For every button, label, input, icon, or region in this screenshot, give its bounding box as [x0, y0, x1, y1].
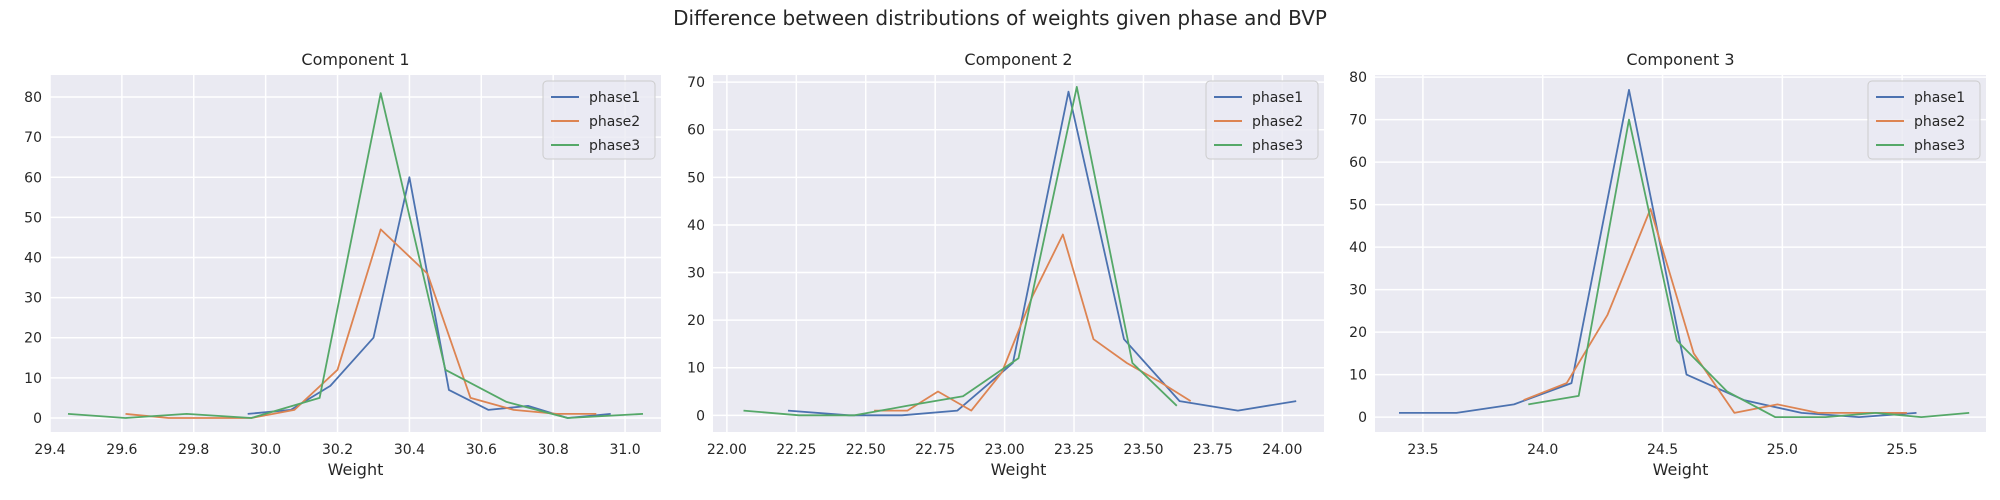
y-tick-label: 80 — [24, 90, 42, 106]
x-tick-label: 24.5 — [1647, 442, 1678, 458]
x-tick-label: 30.2 — [322, 442, 353, 458]
series-line-phase3 — [67, 92, 644, 419]
legend-entry-label: phase2 — [1914, 114, 1965, 130]
chart-panel-1: 29.4 29.6 29.8 30.0 30.2 30.4 30.6 30.8 31.0 0 10 2… — [24, 50, 661, 479]
y-tick-label: 30 — [1349, 283, 1367, 299]
y-tick-label: 30 — [24, 291, 42, 307]
series-line-phase1 — [787, 90, 1297, 417]
legend-entry-label: phase3 — [589, 138, 640, 154]
chart-panel-3: 23.5 24.0 24.5 25.0 25.5 0 10 20 30 40 50 60 70 80 Com… — [1349, 50, 1986, 479]
y-tick-label: 0 — [33, 411, 42, 427]
y-tick-label: 30 — [687, 266, 705, 282]
y-tick-label: 0 — [1358, 410, 1367, 426]
x-tick-label: 24.00 — [1262, 442, 1302, 458]
y-tick-label: 20 — [24, 331, 42, 347]
x-tick-label: 29.6 — [106, 442, 137, 458]
x-tick-label: 22.75 — [915, 442, 955, 458]
y-tick-label: 60 — [1349, 155, 1367, 171]
y-tick-label: 80 — [1349, 70, 1367, 86]
y-tick-label: 10 — [687, 361, 705, 377]
series-line-phase3 — [743, 86, 1178, 417]
legend: phase1 phase2 phase3 — [1867, 80, 1981, 160]
y-tick-label: 40 — [687, 218, 705, 234]
x-tick-label: 23.00 — [985, 442, 1025, 458]
x-tick-label: 24.0 — [1527, 442, 1558, 458]
chart-title: Component 1 — [301, 50, 409, 69]
y-tick-label: 50 — [1349, 198, 1367, 214]
y-tick-label: 60 — [687, 123, 705, 139]
chart-panel-2: 22.00 22.25 22.50 22.75 23.00 23.25 23.50 23.75… — [687, 50, 1324, 479]
y-tick-label: 50 — [687, 170, 705, 186]
y-tick-label: 10 — [24, 371, 42, 387]
x-axis-label: Weight — [991, 460, 1047, 479]
y-tick-label: 50 — [24, 210, 42, 226]
chart-title: Component 3 — [1626, 50, 1734, 69]
series-line-phase3 — [1528, 118, 1970, 419]
y-tick-label: 20 — [687, 313, 705, 329]
x-tick-label: 25.0 — [1767, 442, 1798, 458]
x-tick-label: 29.4 — [34, 442, 65, 458]
x-tick-label: 23.25 — [1054, 442, 1094, 458]
legend-entry-label: phase1 — [1914, 90, 1965, 106]
y-tick-label: 40 — [24, 251, 42, 267]
x-tick-label: 23.50 — [1123, 442, 1163, 458]
y-tick-label: 40 — [1349, 240, 1367, 256]
x-tick-label: 30.0 — [250, 442, 281, 458]
x-axis-label: Weight — [1653, 460, 1709, 479]
legend-entry-label: phase2 — [589, 114, 640, 130]
y-tick-label: 70 — [24, 130, 42, 146]
legend-entry-label: phase1 — [589, 90, 640, 106]
x-tick-label: 30.6 — [466, 442, 497, 458]
x-axis-label: Weight — [328, 460, 384, 479]
x-tick-label: 29.8 — [178, 442, 209, 458]
legend-entry-label: phase3 — [1252, 138, 1303, 154]
series-line-phase2 — [125, 228, 597, 419]
y-tick-label: 10 — [1349, 368, 1367, 384]
legend: phase1 phase2 phase3 — [542, 80, 656, 160]
legend-entry-label: phase3 — [1914, 138, 1965, 154]
y-tick-label: 0 — [696, 408, 705, 424]
figure-title: Difference between distributions of weig… — [673, 6, 1327, 30]
x-tick-label: 31.0 — [609, 442, 640, 458]
x-tick-label: 23.5 — [1407, 442, 1438, 458]
x-tick-label: 30.4 — [394, 442, 425, 458]
legend-entry-label: phase1 — [1252, 90, 1303, 106]
chart-title: Component 2 — [964, 50, 1072, 69]
y-tick-label: 70 — [1349, 113, 1367, 129]
legend-box — [1867, 80, 1981, 160]
y-tick-label: 60 — [24, 170, 42, 186]
legend-entry-label: phase2 — [1252, 114, 1303, 130]
x-tick-label: 22.00 — [707, 442, 747, 458]
x-tick-label: 22.25 — [776, 442, 816, 458]
legend-box — [542, 80, 656, 160]
y-tick-label: 20 — [1349, 325, 1367, 341]
legend-box — [1205, 80, 1319, 160]
x-tick-label: 30.8 — [538, 442, 569, 458]
x-tick-label: 25.5 — [1887, 442, 1918, 458]
legend: phase1 phase2 phase3 — [1205, 80, 1319, 160]
x-tick-label: 22.50 — [846, 442, 886, 458]
y-tick-label: 70 — [687, 75, 705, 91]
panels: 29.4 29.6 29.8 30.0 30.2 30.4 30.6 30.8 31.00102… — [24, 50, 1986, 479]
x-tick-label: 23.75 — [1193, 442, 1233, 458]
